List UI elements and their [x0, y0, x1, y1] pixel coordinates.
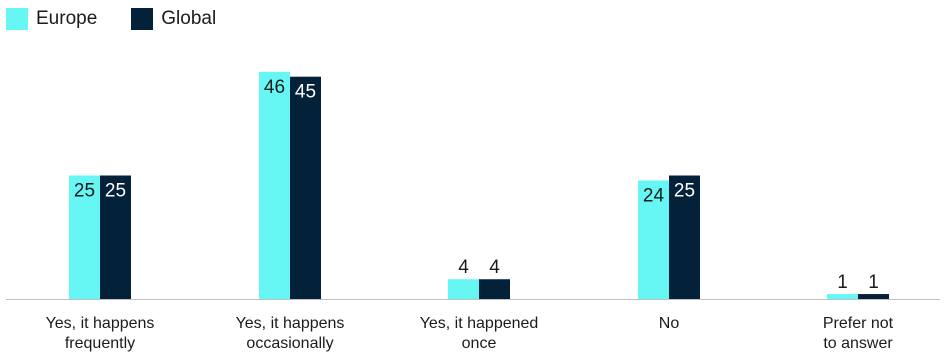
bar-global-2[interactable]: [479, 279, 510, 299]
bar-europe-4[interactable]: [827, 294, 858, 299]
bar-europe-0[interactable]: [69, 175, 100, 300]
bar-global-4[interactable]: [858, 294, 889, 299]
data-label-europe-4: 1: [837, 272, 848, 293]
bar-europe-1[interactable]: [259, 71, 290, 299]
data-label-global-2: 4: [489, 257, 500, 278]
legend-label-europe: Europe: [36, 8, 98, 29]
x-tick-label-2-line-1: once: [462, 335, 497, 352]
x-tick-label-3-line-0: No: [659, 315, 680, 332]
bar-europe-3[interactable]: [638, 180, 669, 299]
data-label-europe-0: 25: [74, 181, 95, 202]
legend-item-europe[interactable]: Europe: [6, 8, 97, 30]
x-tick-label-1-line-0: Yes, it happens: [236, 315, 345, 332]
data-label-europe-1: 46: [264, 77, 285, 98]
bar-europe-2[interactable]: [448, 279, 479, 299]
legend: Europe Global: [6, 8, 250, 30]
data-label-europe-2: 4: [458, 257, 469, 278]
legend-label-global: Global: [161, 8, 217, 29]
x-tick-label-4-line-0: Prefer not: [823, 315, 894, 332]
x-tick-label-0-line-0: Yes, it happens: [46, 315, 155, 332]
data-label-europe-3: 24: [643, 185, 665, 206]
legend-item-global[interactable]: Global: [131, 8, 216, 30]
bar-global-1[interactable]: [290, 76, 321, 299]
legend-swatch-global: [131, 8, 154, 30]
x-tick-label-4-line-1: to answer: [823, 335, 893, 352]
data-label-global-0: 25: [105, 181, 126, 202]
data-label-global-4: 1: [868, 272, 879, 293]
x-tick-label-0-line-1: frequently: [65, 335, 135, 352]
bar-global-0[interactable]: [100, 175, 131, 300]
x-tick-label-2-line-0: Yes, it happened: [420, 315, 539, 332]
x-tick-label-1-line-1: occasionally: [246, 335, 333, 352]
data-label-global-1: 45: [295, 82, 316, 103]
legend-swatch-europe: [6, 8, 28, 30]
data-label-global-3: 25: [674, 181, 695, 202]
bar-global-3[interactable]: [669, 175, 700, 300]
